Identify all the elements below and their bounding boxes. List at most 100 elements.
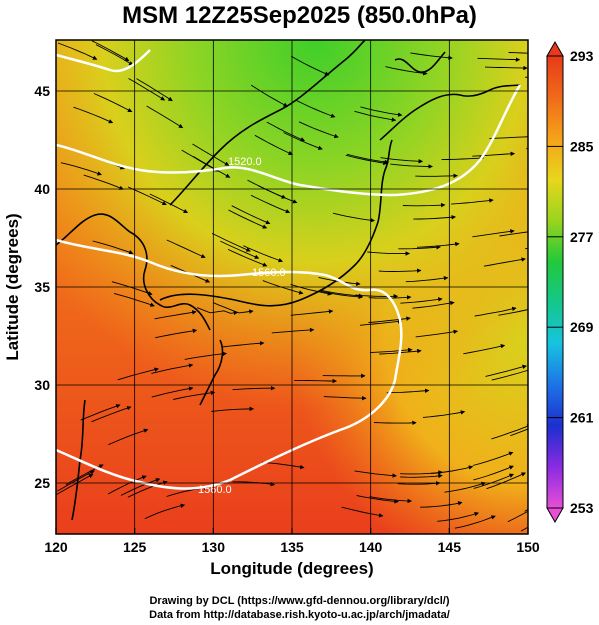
streamline (227, 248, 268, 267)
streamline (454, 515, 496, 529)
colorbar-bar (546, 55, 564, 509)
streamline (117, 367, 159, 381)
streamline (402, 202, 446, 208)
streamline (415, 329, 459, 338)
contour-label: 1520.0 (228, 156, 262, 168)
colorbar-tick-label: 261 (570, 410, 594, 426)
streamline (473, 465, 514, 481)
x-tick-label: 150 (516, 539, 540, 555)
streamline (422, 410, 466, 418)
streamline (472, 229, 515, 238)
streamline (354, 110, 397, 122)
y-tick-label: 45 (34, 83, 50, 99)
streamline (295, 99, 336, 118)
streamline (463, 344, 506, 355)
streamline (412, 300, 455, 309)
streamline (431, 465, 474, 474)
x-tick-label: 145 (438, 539, 462, 555)
streamline (498, 309, 528, 316)
streamline (444, 481, 487, 493)
streamline (228, 209, 268, 229)
y-axis-label: Latitude (degrees) (3, 213, 22, 360)
x-tick-labels: 120 125 130 135 140 145 150 (44, 539, 540, 555)
streamline (262, 280, 304, 295)
colorbar-tick-label: 269 (570, 319, 594, 335)
x-tick-label: 140 (359, 539, 383, 555)
streamline (120, 478, 161, 496)
streamline (243, 245, 284, 263)
streamline (254, 134, 293, 155)
plot-frame (55, 39, 529, 535)
x-tick-label: 125 (123, 539, 147, 555)
streamline (298, 121, 339, 139)
y-tick-label: 40 (34, 181, 50, 197)
streamline (489, 134, 528, 140)
streamline (136, 78, 173, 102)
streamline (83, 174, 124, 190)
streamline (507, 510, 528, 523)
streamline (173, 390, 216, 400)
x-axis-label: Longitude (degrees) (210, 559, 373, 578)
streamline (290, 283, 333, 296)
streamline (491, 369, 528, 381)
streamline (196, 307, 239, 316)
streamline (346, 153, 390, 165)
colorbar-tick-label: 277 (570, 229, 594, 245)
streamline (92, 240, 134, 255)
streamline (354, 470, 397, 478)
streamline (373, 420, 417, 426)
streamline (472, 151, 516, 157)
colorbar-tick-label: 293 (570, 48, 594, 64)
streamline (231, 205, 271, 225)
streamline (290, 309, 334, 316)
streamline (368, 316, 411, 324)
streamline (508, 52, 528, 54)
streamline (441, 155, 485, 161)
streamline (332, 212, 376, 223)
lat-lon-grid (55, 40, 529, 534)
y-tick-label: 25 (34, 475, 50, 491)
streamline (91, 40, 130, 62)
contour-label: 1560.0 (252, 267, 286, 279)
streamline (360, 106, 403, 117)
map-title: MSM 12Z25Sep2025 (850.0hPa) (122, 2, 477, 29)
contour-labels: 1520.0 1560.0 1560.0 (198, 156, 286, 496)
colorbar-bottom-arrow (546, 507, 564, 524)
streamline (149, 193, 189, 214)
contour-label: 1560.0 (198, 484, 232, 496)
streamline (271, 327, 315, 334)
streamline (380, 157, 424, 164)
streamline (146, 105, 184, 129)
streamline (437, 511, 480, 522)
streamline (499, 231, 528, 237)
streamline (107, 475, 147, 495)
streamline (415, 173, 458, 179)
coastlines (56, 40, 521, 521)
streamline (472, 451, 514, 466)
streamline (323, 395, 367, 401)
streamline (405, 275, 449, 283)
streamline (483, 257, 526, 267)
x-tick-label: 130 (202, 539, 226, 555)
streamline (57, 470, 95, 492)
streamline (184, 351, 228, 360)
streamline (220, 240, 260, 259)
streamline (95, 44, 134, 66)
x-tick-label: 135 (280, 539, 304, 555)
streamline (356, 495, 399, 504)
streamline (400, 473, 443, 479)
streamline (60, 162, 102, 176)
streamline (390, 163, 433, 169)
streamline (221, 340, 265, 348)
streamline (151, 363, 194, 374)
streamline (451, 198, 494, 205)
streamline (369, 496, 413, 504)
streamline (520, 526, 528, 532)
streamline (410, 52, 453, 60)
streamline (367, 251, 411, 256)
streamline (212, 302, 254, 314)
streamline (73, 106, 114, 124)
streamline (211, 232, 251, 252)
streamline (400, 297, 443, 304)
streamline (477, 57, 521, 62)
